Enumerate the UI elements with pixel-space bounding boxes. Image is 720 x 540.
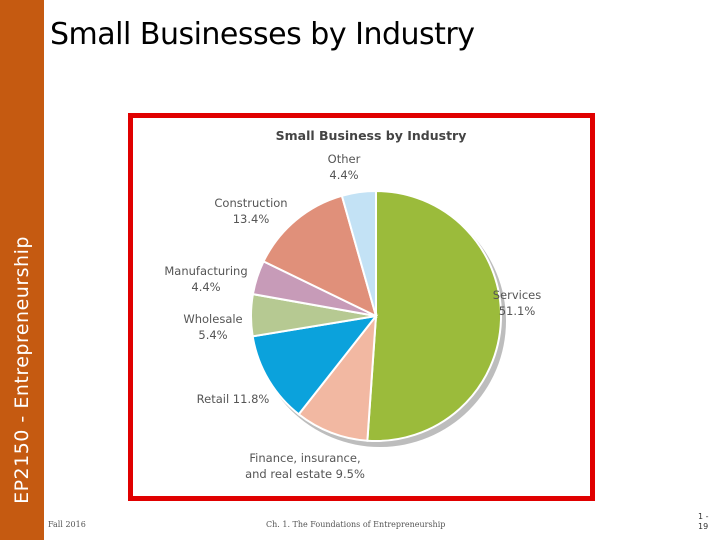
chart-title: Small Business by Industry	[276, 128, 467, 143]
slice-label-other: Other 4.4%	[328, 152, 361, 182]
pie-slice-retail	[251, 314, 379, 416]
footer-chapter: Ch. 1. The Foundations of Entrepreneursh…	[266, 520, 446, 529]
sidebar-bar: EP2150 - Entrepreneurship	[0, 0, 44, 540]
pie-slice-other	[340, 189, 377, 317]
pie-slice-finance-insurance-and-real-estate	[297, 312, 378, 442]
pie-slice-construction	[262, 194, 378, 318]
pie-chart: Small Business by Industry Services 51.1%…	[164, 128, 542, 481]
slice-label-finance-insurance-and-real-estate: Finance, insurance, and real estate 9.5%	[245, 451, 365, 481]
footer-date: Fall 2016	[48, 520, 86, 529]
slice-label-retail: Retail 11.8%	[197, 392, 270, 406]
slide-title: Small Businesses by Industry	[50, 17, 475, 52]
page-number-line1: 1 -	[698, 512, 709, 521]
pie-slice-services	[366, 189, 502, 442]
slice-label-manufacturing: Manufacturing 4.4%	[164, 264, 247, 294]
slice-label-wholesale: Wholesale 5.4%	[183, 312, 242, 342]
chart-frame: Small Business by Industry Services 51.1%…	[128, 113, 595, 501]
page-number: 1 - 19	[698, 512, 718, 532]
slice-label-services: Services 51.1%	[493, 288, 542, 318]
slice-label-construction: Construction 13.4%	[214, 196, 287, 226]
page-number-line2: 19	[698, 522, 709, 531]
course-title: EP2150 - Entrepreneurship	[11, 236, 33, 504]
